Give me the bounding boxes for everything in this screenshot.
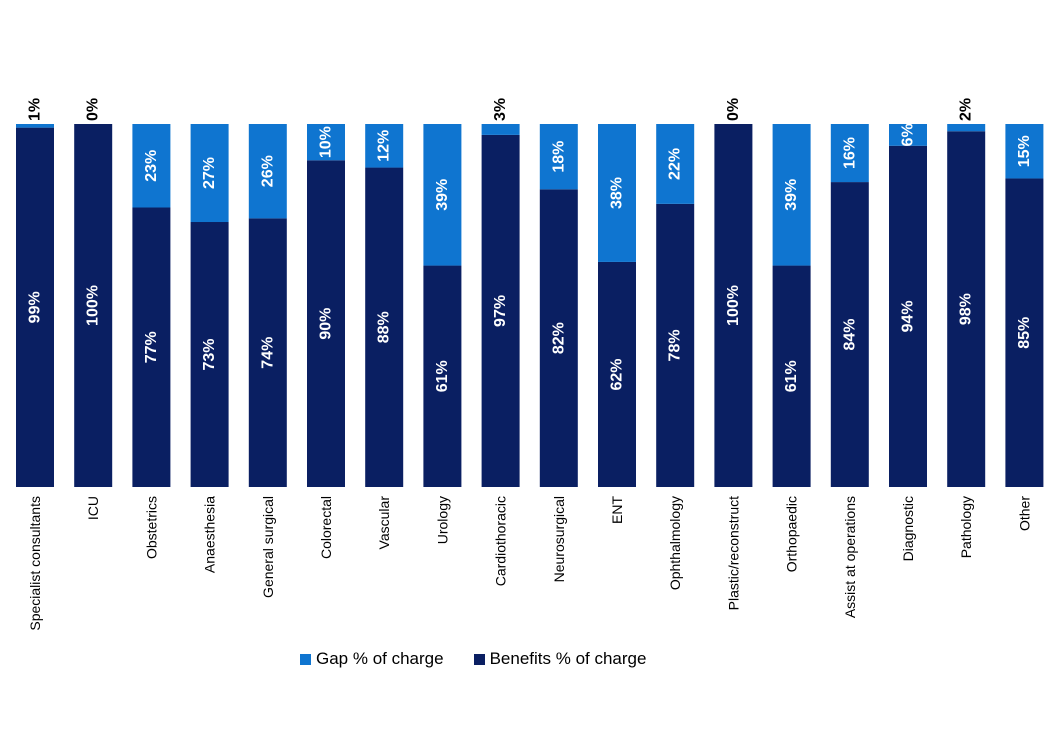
bar-benefits [539, 189, 578, 487]
category-label: Neurosurgical [551, 496, 567, 582]
category-label: Anaesthesia [202, 496, 218, 573]
data-label-benefits: 100% [85, 285, 102, 326]
bar-gap [190, 124, 229, 223]
bar-gap [365, 124, 404, 168]
category-label: Pathology [958, 496, 974, 558]
bar-gap [889, 124, 927, 146]
data-label-benefits: 77% [143, 331, 160, 363]
legend-item-gap: Gap % of charge [300, 649, 444, 669]
data-label-gap: 18% [550, 141, 567, 173]
data-label-gap: 39% [434, 179, 451, 211]
data-label-gap: 12% [376, 130, 393, 162]
bar-benefits [714, 124, 753, 487]
legend-swatch-benefits [473, 653, 485, 665]
category-label: ENT [609, 496, 625, 524]
bar-benefits [190, 222, 229, 487]
bar-benefits [481, 134, 520, 487]
data-label-gap: 3% [492, 98, 509, 121]
data-label-gap: 2% [958, 98, 975, 121]
category-label: ICU [85, 496, 101, 520]
bar-benefits [598, 261, 636, 487]
bar-gap [481, 124, 520, 135]
bar-gap [307, 124, 345, 161]
bar-benefits [772, 265, 811, 487]
data-label-benefits: 62% [609, 358, 626, 390]
legend-label-benefits: Benefits % of charge [489, 649, 647, 668]
data-label-gap: 22% [667, 148, 684, 180]
data-label-gap: 26% [259, 155, 276, 187]
category-label: Colorectal [318, 496, 334, 559]
bar-benefits [307, 160, 345, 488]
category-label: Specialist consultants [27, 496, 43, 631]
data-label-benefits: 99% [27, 291, 44, 323]
category-label: Plastic/reconstruct [725, 496, 741, 610]
bar-gap [248, 124, 287, 219]
data-label-benefits: 88% [376, 311, 393, 343]
bar-gap [539, 124, 578, 190]
data-label-gap: 38% [609, 177, 626, 209]
data-label-gap: 0% [725, 98, 742, 121]
bar-benefits [365, 167, 404, 487]
data-label-benefits: 78% [667, 329, 684, 361]
data-label-benefits: 97% [492, 295, 509, 327]
bar-benefits [423, 265, 462, 487]
bar-gap [947, 124, 986, 132]
data-label-gap: 0% [85, 98, 102, 121]
legend: Gap % of charge Benefits % of charge [300, 649, 646, 669]
bar-benefits [74, 124, 113, 487]
data-label-benefits: 74% [259, 337, 276, 369]
data-label-gap: 6% [900, 123, 917, 146]
data-label-gap: 10% [318, 126, 335, 158]
data-label-benefits: 98% [958, 293, 975, 325]
category-label: Ophthalmology [667, 496, 683, 590]
bar-gap [772, 124, 811, 266]
bar-benefits [1005, 178, 1044, 487]
category-label: Assist at operations [842, 496, 858, 618]
legend-item-benefits: Benefits % of charge [473, 649, 647, 669]
data-label-benefits: 90% [318, 308, 335, 340]
bar-gap [132, 124, 171, 208]
bar-gap [656, 124, 695, 204]
data-label-benefits: 94% [900, 300, 917, 332]
data-label-gap: 27% [201, 157, 218, 189]
data-label-gap: 1% [27, 98, 44, 121]
data-label-benefits: 61% [783, 360, 800, 392]
bar-gap [16, 124, 54, 128]
bar-benefits [656, 203, 695, 488]
data-label-benefits: 85% [1016, 317, 1033, 349]
bar-gap [830, 124, 869, 183]
category-label: Diagnostic [900, 496, 916, 561]
data-label-benefits: 82% [550, 322, 567, 354]
data-label-benefits: 100% [725, 285, 742, 326]
category-label: Obstetrics [143, 496, 159, 559]
bar-gap [1005, 124, 1044, 179]
bar-benefits [947, 131, 986, 487]
bar-benefits [830, 182, 869, 487]
bar-benefits [248, 218, 287, 487]
category-label: Orthopaedic [784, 496, 800, 572]
category-label: General surgical [260, 496, 276, 598]
data-label-gap: 39% [783, 179, 800, 211]
legend-label-gap: Gap % of charge [316, 649, 444, 668]
data-label-benefits: 84% [841, 319, 858, 351]
data-label-gap: 16% [841, 137, 858, 169]
category-label: Urology [434, 496, 450, 544]
bar-benefits [16, 127, 54, 487]
category-label: Other [1016, 496, 1032, 531]
bar-gap [598, 124, 636, 262]
data-label-gap: 15% [1016, 135, 1033, 167]
data-label-benefits: 73% [201, 338, 218, 370]
legend-swatch-gap [300, 653, 311, 665]
data-label-benefits: 61% [434, 360, 451, 392]
bar-benefits [889, 145, 927, 487]
category-label: Vascular [376, 496, 392, 550]
bar-benefits [132, 207, 171, 488]
data-label-gap: 23% [143, 150, 160, 182]
bar-gap [423, 124, 462, 266]
category-label: Cardiothoracic [493, 496, 509, 586]
